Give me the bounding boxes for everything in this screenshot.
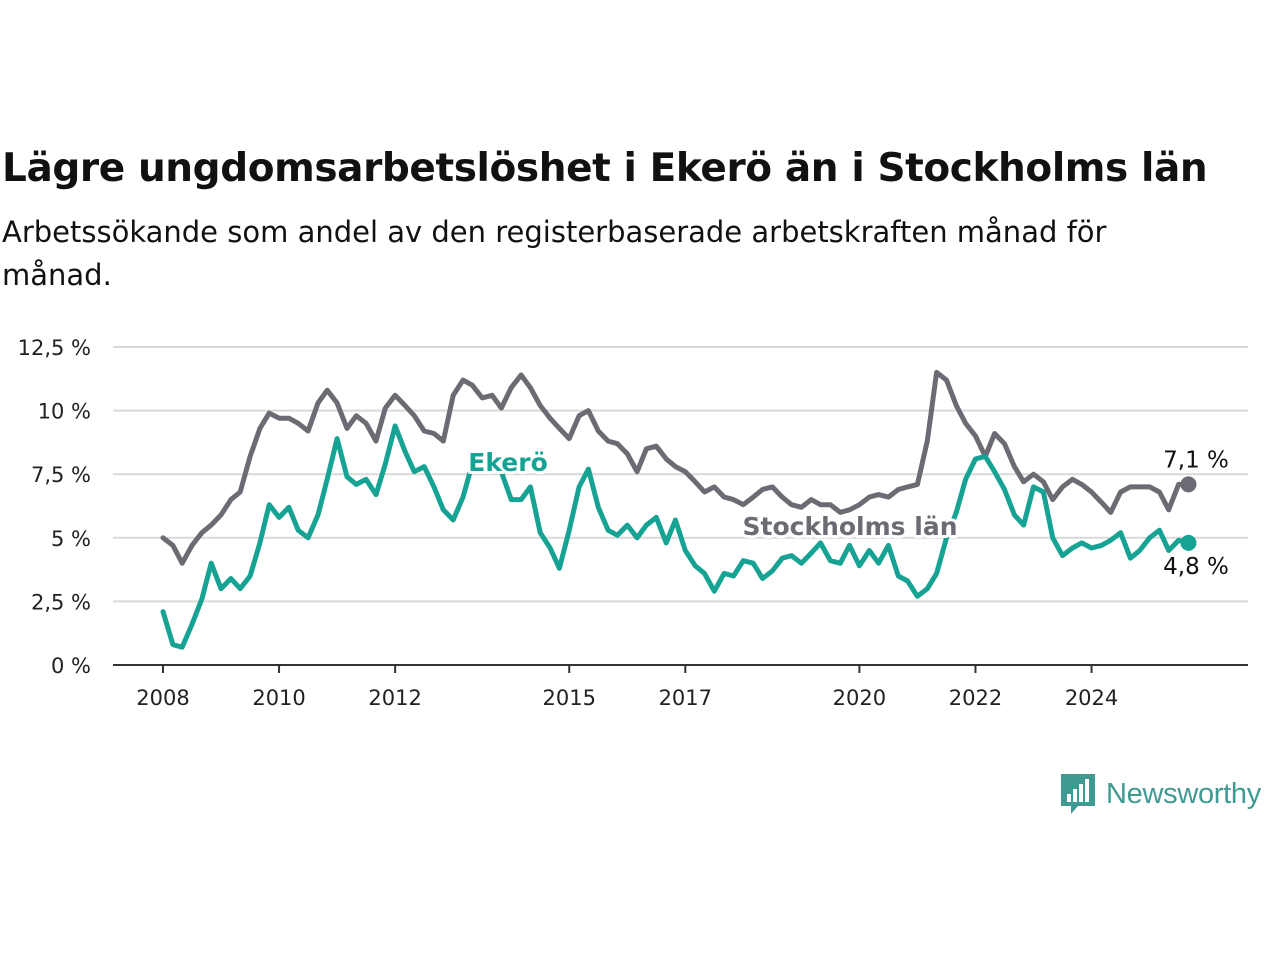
x-tick-label: 2010 xyxy=(252,686,305,710)
newsworthy-logo-icon xyxy=(1061,774,1095,814)
newsworthy-brand: Newsworthy xyxy=(1058,772,1261,816)
brand-name: Newsworthy xyxy=(1106,777,1261,810)
y-tick-label: 10 % xyxy=(38,400,91,424)
series-line-stockholms-l-n xyxy=(160,369,1191,566)
series-label-eker-: Ekerö xyxy=(468,448,548,477)
x-tick-label: 2008 xyxy=(136,686,189,710)
series-lines xyxy=(160,369,1197,650)
end-point-stockholms-l-n xyxy=(1180,476,1197,493)
y-tick-label: 7,5 % xyxy=(31,463,91,487)
chart-title: Lägre ungdomsarbetslöshet i Ekerö än i S… xyxy=(2,146,1208,191)
x-tick-label: 2022 xyxy=(949,686,1002,710)
y-tick-label: 2,5 % xyxy=(31,590,91,614)
series-line-eker- xyxy=(160,423,1191,650)
chart-subtitle: Arbetssökande som andel av den registerb… xyxy=(2,215,1107,292)
x-axis-ticks: 2008 2010 2012 2015 2017 2020 2022 2024 xyxy=(136,665,1118,710)
end-label-eker-: 4,8 % xyxy=(1163,554,1229,580)
x-tick-label: 2020 xyxy=(833,686,886,710)
series-labels: Ekerö Stockholms län 7,1 % 4,8 % xyxy=(465,445,1231,583)
end-label-stockholms-l-n: 7,1 % xyxy=(1163,447,1229,473)
line-chart: 0 %2,5 %5 %7,5 %10 %12,5 % 2008 2010 2012 2… xyxy=(18,336,1248,710)
end-point-eker- xyxy=(1180,534,1197,551)
y-tick-label: 5 % xyxy=(51,527,91,551)
x-tick-label: 2024 xyxy=(1065,686,1118,710)
x-tick-label: 2012 xyxy=(368,686,421,710)
x-tick-label: 2015 xyxy=(543,686,596,710)
y-tick-label: 12,5 % xyxy=(18,336,91,360)
gridlines xyxy=(113,346,1248,666)
x-tick-label: 2017 xyxy=(659,686,712,710)
y-tick-label: 0 % xyxy=(51,654,91,678)
series-label-stockholms-l-n: Stockholms län xyxy=(743,512,958,541)
y-axis-ticks: 0 % 2,5 % 5 % 7,5 % 10 % 12,5 % xyxy=(18,336,91,678)
